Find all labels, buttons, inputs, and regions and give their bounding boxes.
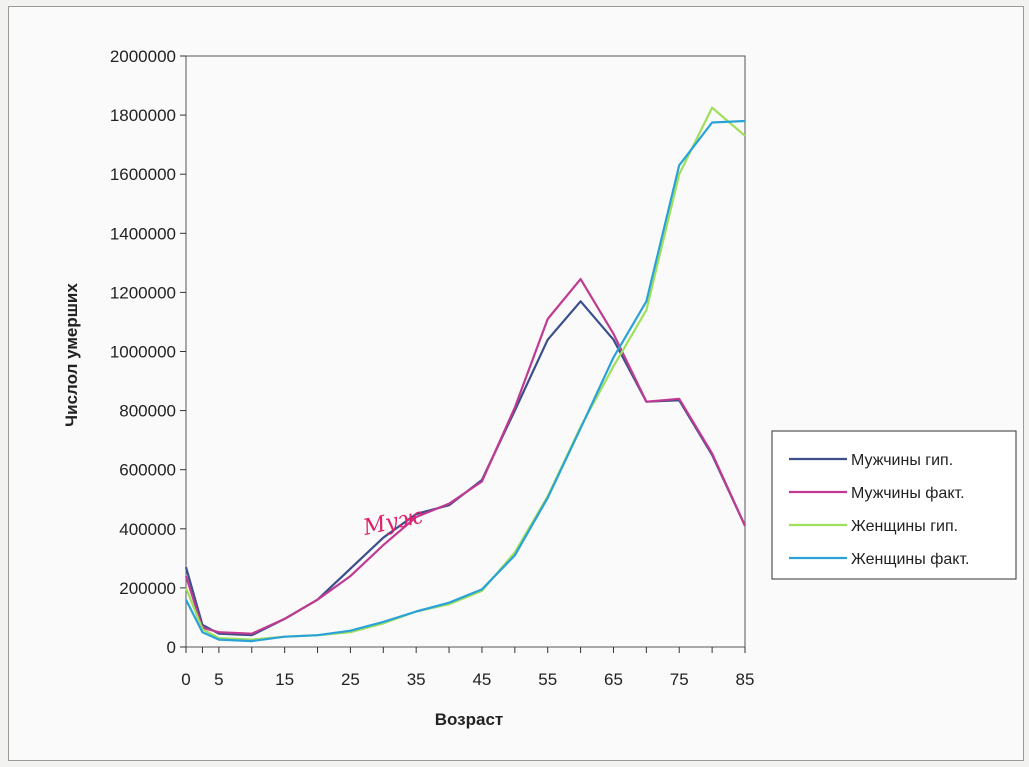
- x-tick-label: 65: [604, 670, 623, 689]
- series-line-2: [184, 278, 747, 635]
- x-tick-label: 0: [181, 670, 190, 689]
- chart-frame: 0 200000 400000 600000 800000 1000000 1200000 1…: [8, 6, 1024, 761]
- legend-box: [771, 430, 1017, 580]
- x-tick-label: 5: [214, 670, 223, 689]
- y-tick-label: 1400000: [110, 224, 176, 243]
- x-tick-label: 55: [538, 670, 557, 689]
- x-tick-label: 75: [670, 670, 689, 689]
- legend-label: Мужчины факт.: [851, 485, 965, 502]
- x-tick-label: 25: [341, 670, 360, 689]
- series-lines: [184, 106, 747, 643]
- x-tick-label: 85: [736, 670, 755, 689]
- x-tick-label: 15: [275, 670, 294, 689]
- series-line-3: [184, 106, 746, 641]
- y-tick-label: 200000: [119, 579, 176, 598]
- plot-area: [185, 55, 746, 648]
- legend: Мужчины гип. Мужчины факт. Женщины гип. Жен…: [771, 430, 1017, 580]
- y-tick-label: 1200000: [110, 283, 176, 302]
- line-chart: 0 200000 400000 600000 800000 1000000 1200000 1…: [62, 47, 1017, 729]
- y-tick-label: 600000: [119, 461, 176, 480]
- y-axis-title: Числол умерших: [62, 283, 81, 427]
- x-axis-title: Возраст: [435, 710, 504, 729]
- legend-label: Женщины факт.: [851, 551, 969, 568]
- series-line-1: [184, 300, 746, 637]
- axes: 0 200000 400000 600000 800000 1000000 1200000 1…: [110, 47, 755, 689]
- y-tick-label: 1800000: [110, 106, 176, 125]
- x-tick-label: 45: [472, 670, 491, 689]
- legend-label: Женщины гип.: [851, 518, 958, 535]
- y-tick-label: 0: [167, 638, 176, 657]
- y-tick-label: 400000: [119, 520, 176, 539]
- handwritten-annotation: Муж: [360, 504, 425, 541]
- y-tick-label: 2000000: [110, 47, 176, 66]
- y-tick-label: 800000: [119, 402, 176, 421]
- x-tick-label: 35: [407, 670, 426, 689]
- y-tick-label: 1000000: [110, 343, 176, 362]
- legend-label: Мужчины гип.: [851, 452, 953, 469]
- y-tick-label: 1600000: [110, 165, 176, 184]
- series-line-4: [185, 119, 746, 643]
